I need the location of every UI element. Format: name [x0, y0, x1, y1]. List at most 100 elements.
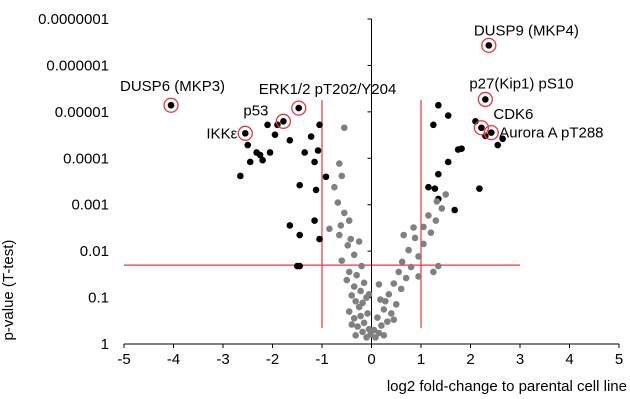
data-point — [340, 209, 348, 217]
data-point — [360, 279, 368, 287]
data-point — [451, 206, 458, 214]
data-point — [348, 321, 356, 328]
data-point — [286, 222, 294, 229]
data-point — [415, 253, 422, 260]
data-point — [397, 285, 405, 293]
data-point — [485, 42, 493, 49]
y-tick-label: 0.1 — [88, 290, 109, 307]
data-point — [444, 112, 452, 119]
x-tick-label: 4 — [565, 351, 573, 368]
data-point — [499, 135, 506, 143]
data-point — [378, 322, 385, 329]
data-point — [316, 235, 323, 243]
data-point — [405, 246, 412, 254]
data-point — [296, 262, 304, 270]
y-axis-label: p-value (T-test) — [0, 240, 17, 341]
data-point — [411, 234, 419, 242]
x-tick-labels: -5 -4 -3 -2 -1 0 1 2 3 4 5 — [117, 344, 623, 368]
data-point — [237, 172, 244, 180]
data-point — [395, 268, 403, 276]
data-point — [345, 217, 353, 224]
data-point — [336, 231, 343, 239]
data-point — [271, 131, 279, 138]
data-point — [478, 124, 485, 132]
data-point — [355, 238, 363, 245]
data-point — [390, 316, 398, 324]
data-point — [354, 323, 361, 330]
data-point — [427, 229, 435, 236]
data-point — [350, 315, 358, 322]
x-tick-label: 2 — [466, 351, 474, 368]
data-point — [295, 104, 303, 112]
annotation-label: IKKε — [206, 125, 237, 142]
data-point — [382, 297, 389, 305]
data-point — [314, 147, 322, 154]
y-tick-labels: 0.0000001 0.000001 0.00001 0.0001 0.001 0.01 0… — [38, 11, 372, 353]
highlight-ring — [483, 124, 499, 141]
data-point — [420, 223, 427, 231]
data-point — [482, 96, 489, 103]
data-points — [167, 42, 506, 341]
data-point — [338, 172, 346, 180]
data-point — [431, 185, 439, 192]
highlight-rings — [163, 37, 499, 141]
data-point — [347, 235, 355, 243]
annotation-label: CDK6 — [493, 106, 533, 123]
data-point — [430, 121, 437, 129]
data-point — [340, 124, 348, 132]
data-point — [365, 290, 373, 298]
data-point — [364, 310, 371, 317]
data-point — [307, 133, 315, 140]
highlight-ring — [481, 37, 497, 54]
data-point — [357, 312, 364, 320]
data-point — [430, 268, 437, 276]
annotation-label: p53 — [243, 102, 268, 119]
x-tick-label: -1 — [315, 351, 328, 368]
data-point — [425, 212, 432, 219]
data-point — [407, 263, 415, 271]
data-point — [296, 231, 304, 239]
data-point — [352, 332, 359, 339]
data-point — [352, 297, 359, 305]
data-point — [494, 141, 502, 149]
annotations: DUSP9 (MKP4) DUSP6 (MKP3) ERK1/2 pT202/Y20… — [120, 22, 604, 142]
highlight-ring — [473, 120, 490, 136]
data-point — [370, 326, 378, 334]
data-point — [435, 101, 442, 109]
annotation-label: DUSP6 (MKP3) — [120, 78, 225, 95]
y-tick-label: 1 — [101, 336, 109, 353]
data-point — [353, 271, 360, 279]
data-point — [264, 121, 271, 129]
data-point — [458, 145, 465, 152]
data-point — [385, 290, 393, 298]
data-point — [384, 318, 391, 325]
data-point — [355, 303, 363, 311]
data-point — [415, 273, 422, 280]
data-point — [337, 222, 345, 229]
data-point — [444, 158, 452, 166]
data-point — [358, 262, 365, 270]
data-point — [266, 149, 274, 156]
data-point — [296, 181, 304, 189]
x-tick-label: 5 — [615, 351, 623, 368]
data-point — [336, 160, 343, 167]
x-tick-label: -5 — [117, 351, 130, 368]
data-point — [398, 258, 406, 266]
data-point — [380, 306, 388, 313]
data-point — [433, 198, 441, 205]
y-tick-label: 0.0000001 — [38, 11, 109, 28]
data-point — [357, 287, 364, 295]
data-point — [420, 240, 427, 248]
data-point — [311, 217, 318, 224]
data-point — [311, 158, 318, 166]
highlight-ring — [291, 100, 307, 116]
highlight-ring — [275, 113, 292, 129]
data-point — [301, 149, 308, 156]
data-point — [442, 191, 450, 198]
x-tick-label: -2 — [266, 351, 279, 368]
data-point — [410, 224, 417, 231]
data-point — [350, 283, 358, 290]
data-point — [350, 251, 358, 259]
data-point — [390, 280, 398, 287]
